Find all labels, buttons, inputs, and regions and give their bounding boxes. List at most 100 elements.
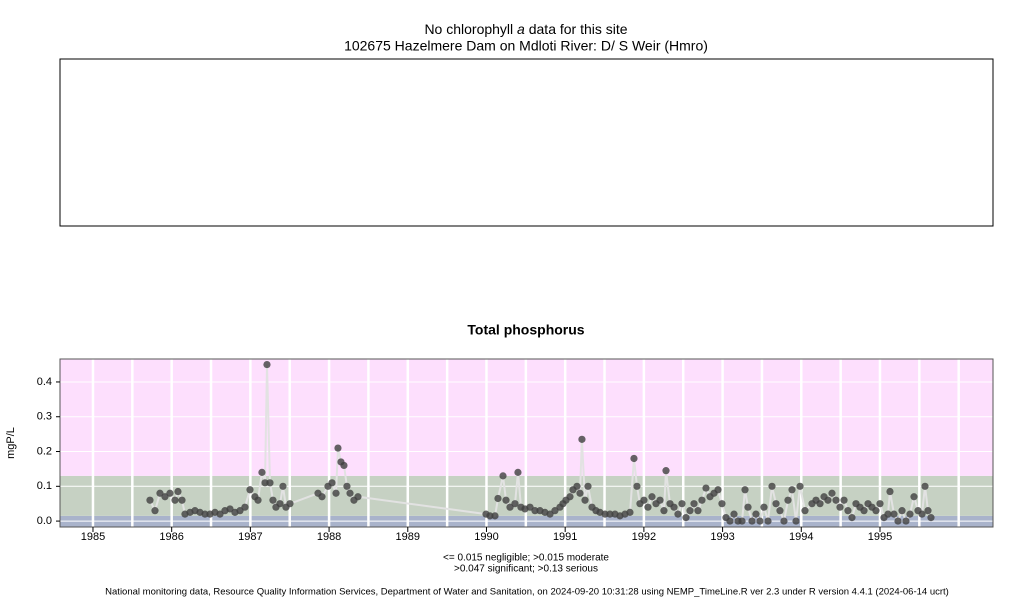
x-tick-label: 1995 <box>868 531 892 543</box>
chlorophyll-title: No chlorophyll a data for this site <box>424 21 627 37</box>
data-point <box>648 493 656 501</box>
data-point <box>768 482 776 490</box>
data-point <box>690 500 698 508</box>
data-point <box>499 472 507 480</box>
data-point <box>670 503 678 511</box>
data-point <box>760 503 768 511</box>
data-point <box>633 482 641 490</box>
data-point <box>884 510 892 518</box>
data-point <box>872 507 880 515</box>
data-point <box>828 489 836 497</box>
y-axis-label: mgP/L <box>5 427 17 459</box>
data-point <box>630 454 638 463</box>
data-point <box>816 500 824 508</box>
data-point <box>171 496 179 504</box>
y-tick-label: 0.4 <box>37 376 52 388</box>
data-point <box>927 514 935 522</box>
data-point <box>606 510 614 518</box>
data-point <box>714 486 722 494</box>
data-point <box>601 510 609 518</box>
data-point <box>354 493 362 501</box>
data-point <box>902 517 910 525</box>
data-point <box>531 507 539 515</box>
data-point <box>698 496 706 504</box>
data-point <box>924 507 932 515</box>
data-point <box>784 496 792 504</box>
site-subtitle: 102675 Hazelmere Dam on Mdloti River: D/… <box>344 38 708 54</box>
data-point <box>860 507 868 515</box>
data-point <box>906 510 914 518</box>
data-point <box>286 500 294 508</box>
y-tick-label: 0.1 <box>37 480 52 492</box>
x-tick-label: 1992 <box>632 531 656 543</box>
data-point <box>263 360 271 369</box>
data-point <box>318 493 326 501</box>
data-point <box>844 507 852 515</box>
data-point <box>174 487 182 496</box>
data-point <box>346 489 354 497</box>
data-point <box>266 479 274 487</box>
data-point <box>279 482 287 490</box>
threshold-note: <= 0.015 negligible; >0.015 moderate <box>443 553 609 564</box>
data-point <box>744 503 752 511</box>
data-point <box>910 493 918 501</box>
data-point <box>269 496 277 504</box>
data-point <box>848 514 856 522</box>
data-point <box>801 507 809 515</box>
data-point <box>756 517 764 525</box>
data-point <box>890 510 898 518</box>
y-tick-label: 0.2 <box>37 445 52 457</box>
data-point <box>876 500 884 508</box>
x-tick-label: 1991 <box>553 531 577 543</box>
data-point <box>166 489 174 497</box>
data-point <box>514 468 522 476</box>
data-point <box>726 517 734 525</box>
data-point <box>261 479 269 487</box>
data-point <box>201 510 209 518</box>
data-point <box>796 482 804 490</box>
data-point <box>246 486 254 494</box>
data-point <box>738 517 746 525</box>
data-point <box>151 507 159 515</box>
x-tick-label: 1985 <box>81 531 105 543</box>
data-point <box>741 486 749 494</box>
data-point <box>764 517 772 525</box>
footer: National monitoring data, Resource Quali… <box>105 587 949 598</box>
data-point <box>584 482 592 490</box>
data-point <box>491 512 499 520</box>
data-point <box>178 496 186 504</box>
y-tick-label: 0.3 <box>37 411 52 423</box>
data-point <box>626 508 634 516</box>
data-point <box>718 500 726 508</box>
title-part: No chlorophyll <box>424 21 513 37</box>
x-tick-label: 1987 <box>238 531 262 543</box>
data-point <box>343 482 351 490</box>
data-point <box>788 486 796 494</box>
data-point <box>836 503 844 511</box>
data-point <box>702 484 710 492</box>
y-tick-label: 0.0 <box>37 515 52 527</box>
data-point <box>146 496 154 504</box>
title-part: a <box>517 21 525 37</box>
data-point <box>772 500 780 508</box>
data-point <box>241 503 249 511</box>
data-point <box>674 510 682 518</box>
data-point <box>686 507 694 515</box>
data-point <box>752 510 760 518</box>
x-tick-label: 1993 <box>710 531 734 543</box>
data-point <box>156 489 164 497</box>
empty-panel <box>59 58 994 227</box>
data-point <box>551 507 559 515</box>
data-point <box>780 517 788 525</box>
data-point <box>334 444 342 452</box>
data-point <box>328 479 336 487</box>
x-tick-label: 1988 <box>317 531 341 543</box>
data-point <box>340 461 348 470</box>
threshold-note: >0.047 significant; >0.13 serious <box>454 564 598 575</box>
data-point <box>254 496 262 504</box>
data-point <box>494 494 502 503</box>
data-point <box>824 496 832 504</box>
x-tick-label: 1989 <box>396 531 420 543</box>
data-point <box>894 517 902 525</box>
